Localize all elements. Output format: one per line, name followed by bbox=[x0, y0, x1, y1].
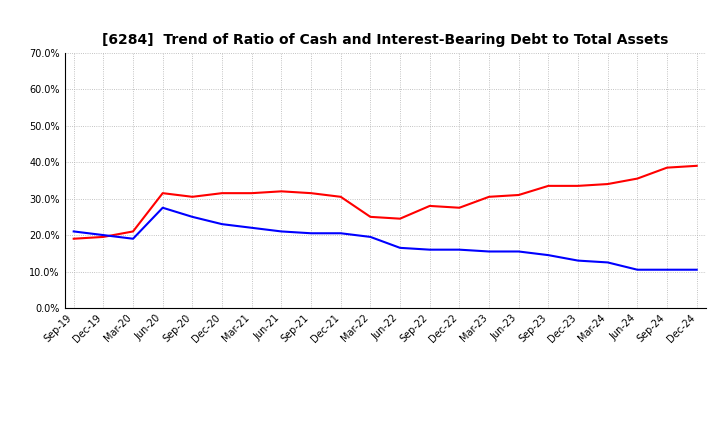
Cash bbox=[69, 236, 78, 242]
Interest-Bearing Debt bbox=[633, 267, 642, 272]
Interest-Bearing Debt bbox=[662, 267, 671, 272]
Line: Cash: Cash bbox=[73, 166, 697, 239]
Cash bbox=[544, 183, 553, 188]
Interest-Bearing Debt bbox=[69, 229, 78, 234]
Interest-Bearing Debt bbox=[544, 253, 553, 258]
Cash bbox=[633, 176, 642, 181]
Interest-Bearing Debt bbox=[158, 205, 167, 210]
Cash bbox=[426, 203, 434, 209]
Cash bbox=[693, 163, 701, 169]
Title: [6284]  Trend of Ratio of Cash and Interest-Bearing Debt to Total Assets: [6284] Trend of Ratio of Cash and Intere… bbox=[102, 33, 668, 48]
Cash bbox=[277, 189, 286, 194]
Cash bbox=[396, 216, 405, 221]
Interest-Bearing Debt bbox=[277, 229, 286, 234]
Interest-Bearing Debt bbox=[603, 260, 612, 265]
Cash bbox=[574, 183, 582, 188]
Cash bbox=[662, 165, 671, 170]
Interest-Bearing Debt bbox=[99, 232, 108, 238]
Interest-Bearing Debt bbox=[455, 247, 464, 252]
Cash bbox=[248, 191, 256, 196]
Interest-Bearing Debt bbox=[426, 247, 434, 252]
Cash bbox=[485, 194, 493, 199]
Cash bbox=[366, 214, 374, 220]
Interest-Bearing Debt bbox=[574, 258, 582, 263]
Interest-Bearing Debt bbox=[485, 249, 493, 254]
Interest-Bearing Debt bbox=[514, 249, 523, 254]
Interest-Bearing Debt bbox=[693, 267, 701, 272]
Interest-Bearing Debt bbox=[336, 231, 345, 236]
Cash bbox=[603, 181, 612, 187]
Line: Interest-Bearing Debt: Interest-Bearing Debt bbox=[73, 208, 697, 270]
Cash bbox=[514, 192, 523, 198]
Interest-Bearing Debt bbox=[307, 231, 315, 236]
Cash bbox=[455, 205, 464, 210]
Interest-Bearing Debt bbox=[248, 225, 256, 231]
Interest-Bearing Debt bbox=[366, 234, 374, 239]
Cash bbox=[336, 194, 345, 199]
Cash bbox=[217, 191, 226, 196]
Cash bbox=[99, 234, 108, 239]
Interest-Bearing Debt bbox=[217, 221, 226, 227]
Interest-Bearing Debt bbox=[129, 236, 138, 242]
Cash bbox=[188, 194, 197, 199]
Cash bbox=[129, 229, 138, 234]
Interest-Bearing Debt bbox=[396, 245, 405, 250]
Interest-Bearing Debt bbox=[188, 214, 197, 220]
Cash bbox=[307, 191, 315, 196]
Cash bbox=[158, 191, 167, 196]
